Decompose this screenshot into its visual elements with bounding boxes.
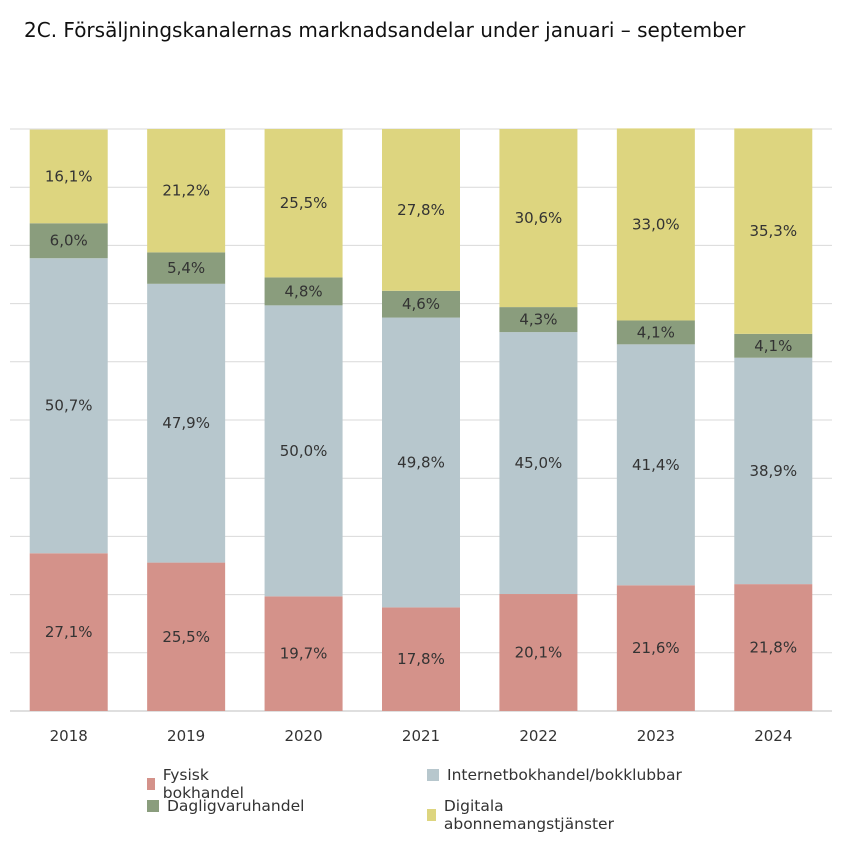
legend-label: Digitala abonnemangstjänster bbox=[443, 797, 614, 833]
bar-segment-4-2023 bbox=[616, 128, 695, 321]
data-label: 50,7% bbox=[45, 397, 93, 415]
data-label: 19,7% bbox=[280, 645, 328, 663]
bar-segment-4-2022 bbox=[499, 129, 578, 308]
bar-segment-1-2024 bbox=[734, 584, 813, 711]
bar-segment-2-2022 bbox=[499, 332, 578, 595]
data-label: 4,1% bbox=[637, 323, 675, 341]
x-tick-label: 2019 bbox=[167, 727, 205, 745]
data-label: 47,9% bbox=[162, 414, 210, 432]
legend-item: Dagligvaruhandel bbox=[147, 797, 304, 815]
legend-label: Fysisk bokhandel bbox=[162, 766, 244, 802]
data-label: 38,9% bbox=[749, 462, 797, 480]
legend-item: Digitala abonnemangstjänster bbox=[427, 797, 617, 833]
data-label: 21,6% bbox=[632, 639, 680, 657]
bar-segment-1-2021 bbox=[382, 607, 460, 711]
bar-segment-1-2023 bbox=[616, 585, 695, 711]
bar-segment-2-2019 bbox=[147, 283, 226, 563]
data-label: 4,1% bbox=[754, 337, 792, 355]
legend-swatch bbox=[147, 800, 159, 812]
bar-segment-4-2024 bbox=[734, 128, 813, 334]
bar-segment-1-2020 bbox=[264, 596, 343, 711]
legend-swatch bbox=[147, 778, 155, 790]
data-label: 4,3% bbox=[519, 311, 557, 329]
data-label: 45,0% bbox=[515, 454, 563, 472]
data-label: 50,0% bbox=[280, 442, 328, 460]
legend-item: Internetbokhandel/bokklubbar bbox=[427, 766, 682, 784]
bar-segment-3-2023 bbox=[616, 320, 695, 345]
data-label: 25,5% bbox=[280, 194, 328, 212]
bar-segment-3-2019 bbox=[147, 252, 226, 284]
data-label: 16,1% bbox=[45, 167, 93, 185]
chart-title: 2C. Försäljningskanalernas marknadsandel… bbox=[24, 18, 746, 42]
x-tick-label: 2024 bbox=[754, 727, 792, 745]
bar-segment-3-2020 bbox=[264, 277, 343, 306]
data-label: 30,6% bbox=[515, 209, 563, 227]
bar-segment-4-2019 bbox=[147, 129, 226, 253]
data-label: 21,8% bbox=[749, 639, 797, 657]
legend-label: Dagligvaruhandel bbox=[167, 797, 305, 815]
bar-segment-4-2020 bbox=[264, 129, 343, 278]
x-tick-label: 2022 bbox=[519, 727, 557, 745]
bar-segment-4-2021 bbox=[382, 129, 460, 291]
data-label: 21,2% bbox=[162, 182, 210, 200]
data-label: 17,8% bbox=[397, 650, 445, 668]
bar-segment-2-2023 bbox=[616, 344, 695, 586]
data-label: 33,0% bbox=[632, 215, 680, 233]
legend-label: Internetbokhandel/bokklubbar bbox=[447, 766, 682, 784]
bar-segment-2-2021 bbox=[382, 317, 460, 608]
data-label: 41,4% bbox=[632, 456, 680, 474]
bar-segment-3-2018 bbox=[29, 223, 108, 259]
data-label: 25,5% bbox=[162, 628, 210, 646]
bar-segment-4-2018 bbox=[29, 129, 108, 224]
legend-swatch bbox=[427, 769, 439, 781]
bar-segment-3-2022 bbox=[499, 307, 578, 333]
data-label: 49,8% bbox=[397, 453, 445, 471]
x-tick-label: 2023 bbox=[637, 727, 675, 745]
data-label: 27,1% bbox=[45, 623, 93, 641]
bar-segment-1-2022 bbox=[499, 594, 578, 711]
data-label: 4,8% bbox=[285, 282, 323, 300]
data-label: 6,0% bbox=[50, 232, 88, 250]
data-label: 4,6% bbox=[402, 295, 440, 313]
x-tick-label: 2018 bbox=[50, 727, 88, 745]
bar-segment-1-2018 bbox=[29, 553, 108, 711]
data-label: 20,1% bbox=[515, 644, 563, 662]
data-label: 27,8% bbox=[397, 201, 445, 219]
legend-swatch bbox=[427, 809, 436, 821]
x-tick-label: 2020 bbox=[284, 727, 322, 745]
bar-segment-3-2024 bbox=[734, 333, 813, 358]
x-tick-label: 2021 bbox=[402, 727, 440, 745]
legend-item: Fysisk bokhandel bbox=[147, 766, 248, 802]
bar-segment-3-2021 bbox=[382, 290, 460, 318]
bar-segment-2-2020 bbox=[264, 305, 343, 597]
data-label: 35,3% bbox=[749, 222, 797, 240]
bar-segment-2-2024 bbox=[734, 357, 813, 585]
bar-segment-1-2019 bbox=[147, 562, 226, 711]
bar-segment-2-2018 bbox=[29, 258, 108, 554]
data-label: 5,4% bbox=[167, 259, 205, 277]
